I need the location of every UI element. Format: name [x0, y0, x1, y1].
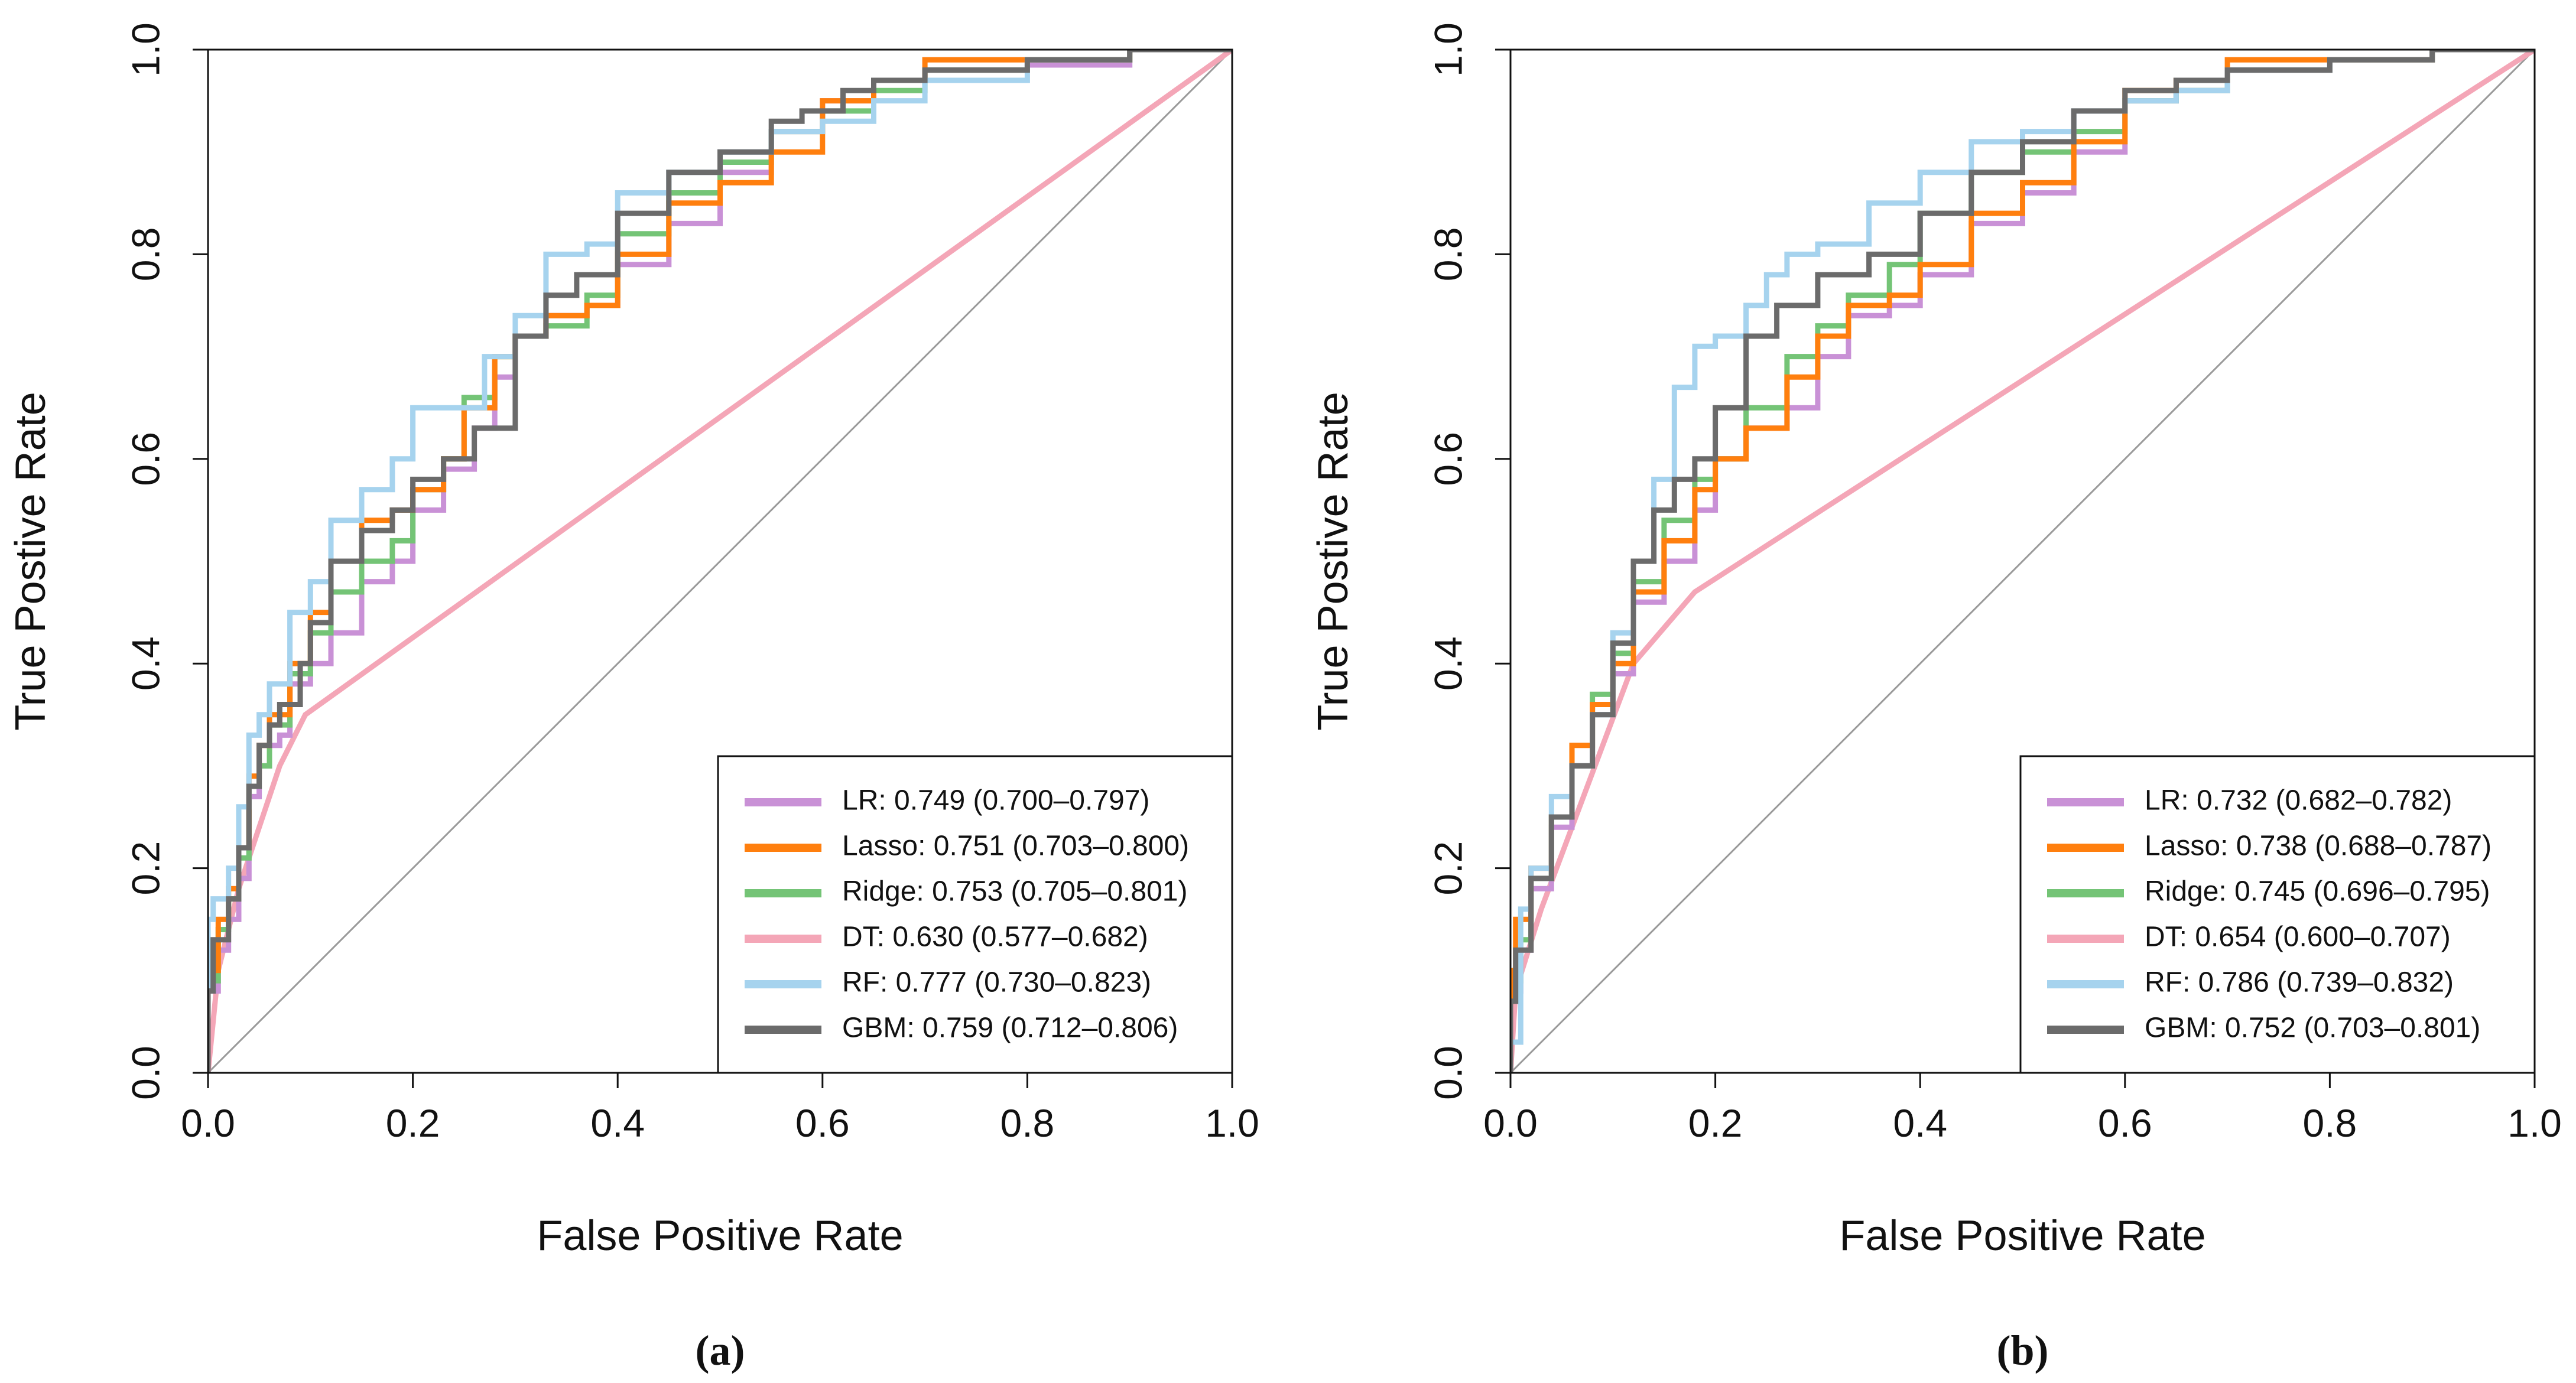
legend-label-rf: RF: 0.786 (0.739–0.832) [2145, 967, 2454, 998]
x-axis-label: False Positive Rate [537, 1212, 903, 1260]
series-layer [208, 50, 1232, 1073]
y-tick-label: 1.0 [124, 22, 167, 77]
legend-label-lr: LR: 0.749 (0.700–0.797) [842, 785, 1149, 816]
legend-label-lasso: Lasso: 0.751 (0.703–0.800) [842, 831, 1189, 862]
roc-panels: 0.0 0.2 0.4 0.6 0.8 1.0 0.0 0.2 0.4 0.6 0.8 1.0 Fals… [7, 22, 2562, 1374]
y-axis-label: True Postive Rate [1310, 392, 1357, 731]
y-tick-label: 0.6 [124, 432, 167, 486]
roc-panel-b: 0.0 0.2 0.4 0.6 0.8 1.0 0.0 0.2 0.4 0.6 0.8 1.0 Fals… [1310, 22, 2562, 1374]
x-tick-label: 1.0 [1205, 1101, 1259, 1145]
legend-label-ridge: Ridge: 0.753 (0.705–0.801) [842, 876, 1187, 907]
y-tick-label: 0.4 [1426, 636, 1470, 691]
legend-label-lr: LR: 0.732 (0.682–0.782) [2145, 785, 2452, 816]
y-axis-label: True Postive Rate [7, 392, 54, 731]
legend: LR: 0.749 (0.700–0.797) Lasso: 0.751 (0.7… [717, 755, 1233, 1074]
legend-label-gbm: GBM: 0.752 (0.703–0.801) [2145, 1013, 2480, 1044]
roc-panel-a: 0.0 0.2 0.4 0.6 0.8 1.0 0.0 0.2 0.4 0.6 0.8 1.0 Fals… [7, 22, 1259, 1374]
legend-label-dt: DT: 0.654 (0.600–0.707) [2145, 922, 2451, 953]
x-tick-label: 0.6 [795, 1101, 850, 1145]
y-tick-label: 0.4 [124, 636, 167, 691]
x-axis-label: False Positive Rate [1839, 1212, 2205, 1260]
x-tick-label: 0.6 [2098, 1101, 2152, 1145]
x-tick-label: 0.0 [1483, 1101, 1538, 1145]
y-tick-label: 0.8 [124, 227, 167, 282]
series-line-gbm [208, 50, 1232, 1073]
legend-label-lasso: Lasso: 0.738 (0.688–0.787) [2145, 831, 2491, 862]
legend-box [2019, 755, 2536, 1074]
y-tick-label: 0.8 [1426, 227, 1470, 282]
legend: LR: 0.732 (0.682–0.782) Lasso: 0.738 (0.6… [2019, 755, 2536, 1074]
legend-label-dt: DT: 0.630 (0.577–0.682) [842, 922, 1148, 953]
x-tick-label: 1.0 [2507, 1101, 2562, 1145]
x-tick-label: 0.8 [2303, 1101, 2357, 1145]
x-tick-label: 0.4 [1893, 1101, 1947, 1145]
reference-diagonal [207, 48, 1233, 1074]
x-tick-label: 0.2 [386, 1101, 440, 1145]
x-tick-label: 0.4 [590, 1101, 645, 1145]
y-tick-label: 1.0 [1426, 22, 1470, 77]
y-tick-label: 0.0 [124, 1046, 167, 1100]
legend-label-ridge: Ridge: 0.745 (0.696–0.795) [2145, 876, 2490, 907]
x-tick-label: 0.0 [181, 1101, 235, 1145]
y-tick-label: 0.6 [1426, 432, 1470, 486]
series-layer [1510, 50, 2535, 1073]
x-tick-label: 0.2 [1688, 1101, 1743, 1145]
legend-label-rf: RF: 0.777 (0.730–0.823) [842, 967, 1151, 998]
legend-box [717, 755, 1233, 1074]
panel-label: (a) [696, 1327, 745, 1374]
reference-diagonal [1509, 48, 2536, 1074]
panel-label: (b) [1997, 1327, 2049, 1374]
y-tick-label: 0.2 [124, 841, 167, 896]
x-tick-label: 0.8 [1000, 1101, 1055, 1145]
y-tick-label: 0.2 [1426, 841, 1470, 896]
y-tick-label: 0.0 [1426, 1046, 1470, 1100]
series-line-gbm [1510, 50, 2535, 1073]
legend-label-gbm: GBM: 0.759 (0.712–0.806) [842, 1013, 1178, 1044]
series-line-rf [208, 50, 1232, 1073]
